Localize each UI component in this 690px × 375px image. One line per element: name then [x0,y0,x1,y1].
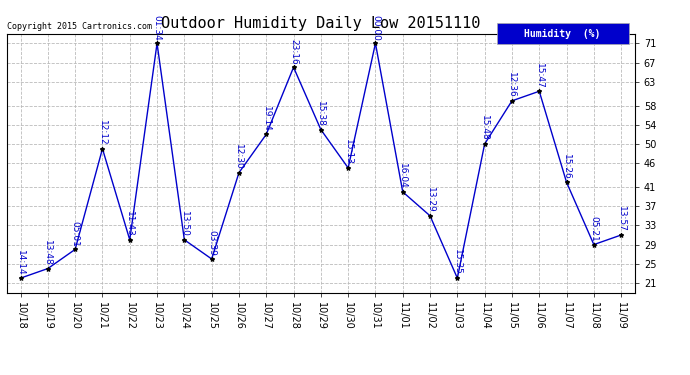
Point [315,127,326,133]
Text: 12:30: 12:30 [235,144,244,170]
Text: 03:39: 03:39 [207,230,216,256]
Text: 11:43: 11:43 [126,211,135,237]
Point [97,146,108,152]
Text: 13:57: 13:57 [617,206,626,232]
Text: 15:48: 15:48 [480,116,489,141]
Point [124,237,135,243]
Text: 15:47: 15:47 [535,63,544,88]
Point [288,64,299,70]
Point [343,165,354,171]
Point [152,40,163,46]
Text: 15:35: 15:35 [453,249,462,275]
Point [561,179,572,185]
Point [15,275,26,281]
Text: 13:29: 13:29 [426,187,435,213]
Text: 23:16: 23:16 [289,39,298,64]
Text: 05:21: 05:21 [589,216,598,242]
Point [397,189,408,195]
Point [370,40,381,46]
Text: 15:38: 15:38 [316,101,326,127]
Text: 15:13: 15:13 [344,139,353,165]
Point [70,246,81,252]
Text: 01:34: 01:34 [152,15,161,40]
Point [233,170,244,176]
Title: Outdoor Humidity Daily Low 20151110: Outdoor Humidity Daily Low 20151110 [161,16,480,31]
Text: 19:14: 19:14 [262,106,270,132]
Text: 12:36: 12:36 [507,72,516,98]
Text: 15:26: 15:26 [562,154,571,180]
Text: Copyright 2015 Cartronics.com: Copyright 2015 Cartronics.com [7,22,152,31]
Text: 14:14: 14:14 [16,250,25,275]
Point [479,141,490,147]
Text: 00:00: 00:00 [371,15,380,40]
Point [534,88,545,94]
Point [206,256,217,262]
FancyBboxPatch shape [497,23,629,44]
Text: 16:04: 16:04 [398,164,407,189]
Text: 05:01: 05:01 [70,221,79,247]
Point [261,131,272,137]
Point [589,242,600,248]
Text: 13:48: 13:48 [43,240,52,266]
Point [452,275,463,281]
Text: Humidity  (%): Humidity (%) [524,29,601,39]
Point [179,237,190,243]
Text: 12:12: 12:12 [98,120,107,146]
Point [506,98,518,104]
Text: 13:50: 13:50 [180,211,189,237]
Point [615,232,627,238]
Point [42,266,53,272]
Point [424,213,435,219]
